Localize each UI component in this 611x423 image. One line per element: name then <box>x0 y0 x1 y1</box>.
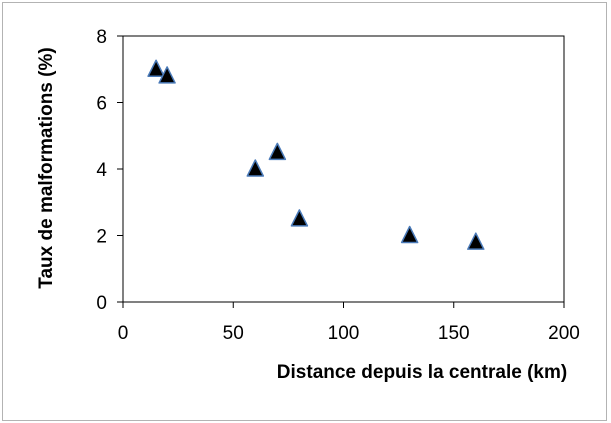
y-tick-label-1: 2 <box>96 227 107 248</box>
data-points <box>147 59 485 250</box>
data-point-5 <box>400 225 419 244</box>
y-tick-label-4: 8 <box>96 27 107 48</box>
y-axis: 0 2 4 6 8 <box>96 27 123 314</box>
x-tick-label-0: 0 <box>118 323 129 344</box>
plot-area <box>122 35 565 303</box>
x-tick-label-1: 50 <box>223 323 244 344</box>
x-axis-title: Distance depuis la centrale (km) <box>277 362 567 383</box>
data-point-6 <box>467 232 485 250</box>
data-point-3 <box>268 142 287 161</box>
data-point-0 <box>147 59 165 77</box>
y-axis-title: Taux de malformations (%) <box>36 47 57 288</box>
x-tick-label-4: 200 <box>548 323 580 344</box>
data-point-2 <box>246 159 265 177</box>
y-tick-label-0: 0 <box>96 293 107 314</box>
x-axis: 0 50 100 150 200 <box>118 302 580 344</box>
x-tick-label-2: 100 <box>328 323 360 344</box>
data-point-4 <box>290 209 309 227</box>
data-point-1 <box>158 66 176 84</box>
y-tick-label-2: 4 <box>96 160 107 181</box>
y-tick-label-3: 6 <box>96 94 107 115</box>
x-tick-label-3: 150 <box>438 323 470 344</box>
